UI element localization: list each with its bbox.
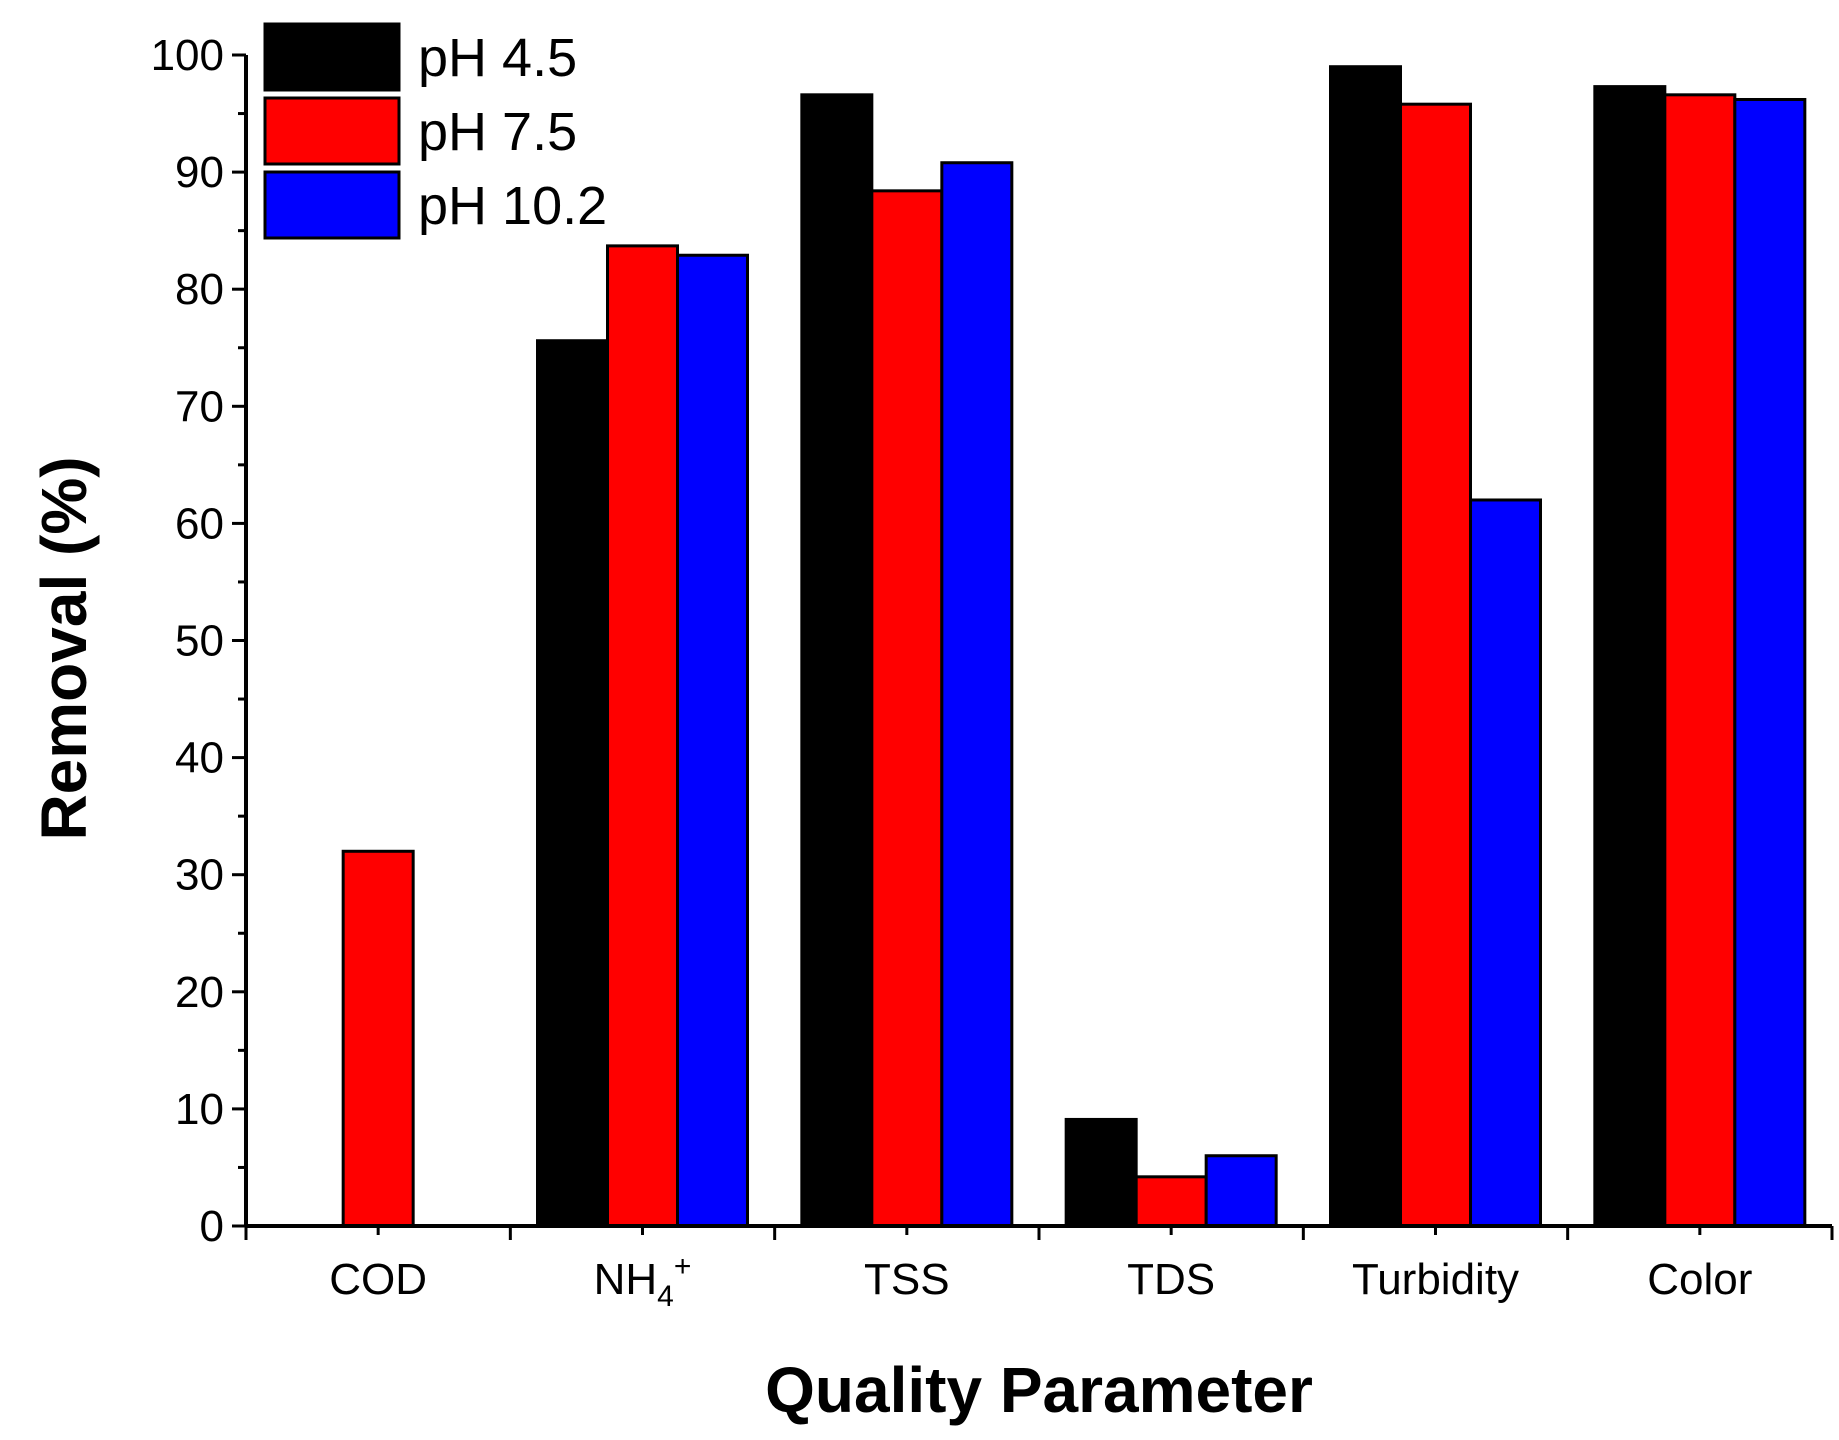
bar-nh4-series-3 xyxy=(676,253,749,1228)
y-tick-label: 70 xyxy=(175,382,224,431)
y-axis-title: Removal (%) xyxy=(28,456,100,840)
axes-layer: 0 10 20 30 40 50 60 70 80 90 100 COD NH4+ TSS TDS Turbi… xyxy=(151,31,1834,1313)
y-tick-label: 0 xyxy=(200,1202,224,1251)
bar-tss-series-3 xyxy=(940,161,1014,1228)
bar-tss-series-1 xyxy=(800,93,874,1228)
bar-color-series-2 xyxy=(1663,93,1737,1228)
y-tick-label: 90 xyxy=(175,148,224,197)
bar-tds-series-2 xyxy=(1134,1175,1208,1228)
x-tick-label: Turbidity xyxy=(1352,1255,1519,1304)
legend-label-3: pH 10.2 xyxy=(418,176,607,236)
bar-tds-series-3 xyxy=(1204,1154,1278,1228)
legend-label-1: pH 4.5 xyxy=(418,28,577,88)
bar-nh4-series-2 xyxy=(606,244,679,1228)
bar-turbidity-series-1 xyxy=(1329,65,1402,1228)
x-tick-label: NH4+ xyxy=(594,1250,692,1313)
y-tick-label: 10 xyxy=(175,1085,224,1134)
bar-color-series-1 xyxy=(1593,85,1667,1228)
y-tick-label: 40 xyxy=(175,734,224,783)
legend-swatch-3 xyxy=(263,170,401,240)
x-tick-label: COD xyxy=(329,1255,427,1304)
bar-turbidity-series-3 xyxy=(1469,498,1542,1228)
bar-tds-series-1 xyxy=(1064,1117,1138,1228)
y-tick-label: 30 xyxy=(175,851,224,900)
bar-cod-series-2 xyxy=(341,849,415,1228)
y-tick-label: 60 xyxy=(175,499,224,548)
legend-swatch-2 xyxy=(263,96,401,166)
legend-label-2: pH 7.5 xyxy=(418,102,577,162)
x-tick-label: Color xyxy=(1647,1255,1752,1304)
y-tick-label: 80 xyxy=(175,265,224,314)
bar-color-series-3 xyxy=(1733,97,1807,1228)
x-tick-label: TDS xyxy=(1127,1255,1215,1304)
y-tick-label: 100 xyxy=(151,31,224,80)
legend-swatch-1 xyxy=(263,22,401,92)
bar-nh4-series-1 xyxy=(536,339,609,1228)
bars-layer xyxy=(341,65,1807,1228)
x-axis-title: Quality Parameter xyxy=(765,1354,1313,1426)
bar-turbidity-series-2 xyxy=(1399,102,1472,1228)
bar-tss-series-2 xyxy=(870,189,944,1228)
y-tick-label: 50 xyxy=(175,617,224,666)
x-tick-label: TSS xyxy=(864,1255,950,1304)
y-tick-label: 20 xyxy=(175,968,224,1017)
legend: pH 4.5 pH 7.5 pH 10.2 xyxy=(263,22,607,240)
